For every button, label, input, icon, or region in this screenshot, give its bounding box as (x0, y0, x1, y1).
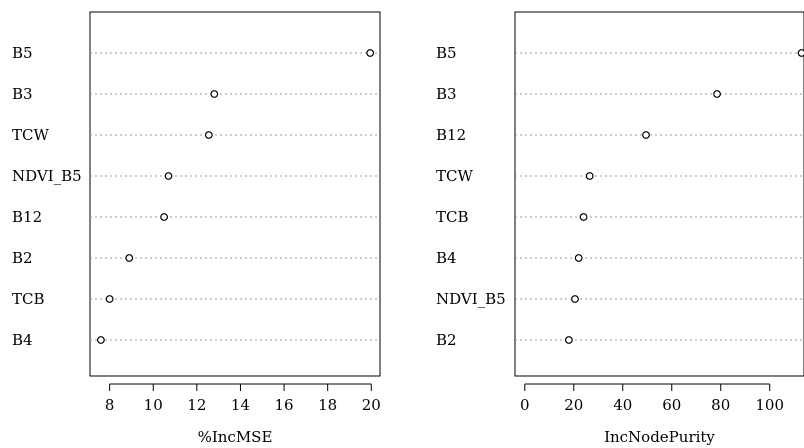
x-axis-title: %IncMSE (198, 428, 273, 446)
importance-point (366, 49, 375, 57)
importance-point (571, 295, 579, 303)
x-tick-label: 80 (711, 396, 730, 414)
importance-point (210, 90, 219, 98)
variable-label: B4 (436, 249, 457, 267)
x-tick-label: 18 (318, 396, 337, 414)
variable-label: B12 (12, 208, 42, 226)
variable-label: TCB (12, 290, 45, 308)
variable-label: NDVI_B5 (12, 167, 82, 185)
x-axis-title: IncNodePurity (604, 428, 715, 446)
x-tick-label: 40 (613, 396, 632, 414)
x-tick-label: 14 (231, 396, 250, 414)
importance-point (164, 172, 173, 180)
importance-point (97, 336, 105, 344)
importance-point (204, 131, 213, 139)
x-tick-label: 12 (187, 396, 206, 414)
panel-incnodepurity: B5 B3 B12 TCW TCB B4 NDVI_B5 B2 0 20 40 60 80 100 IncN… (436, 11, 804, 446)
importance-point (160, 213, 169, 221)
variable-label: B3 (12, 85, 33, 103)
x-tick-label: 60 (662, 396, 681, 414)
variable-label: B5 (12, 44, 33, 62)
x-tick-label: 20 (362, 396, 381, 414)
x-tick-label: 8 (105, 396, 115, 414)
importance-point (642, 131, 650, 139)
importance-point (579, 213, 588, 221)
x-tick-label: 0 (520, 396, 530, 414)
plot-frame (89, 11, 381, 377)
importance-point (713, 90, 721, 98)
variable-label: NDVI_B5 (436, 290, 506, 308)
x-tick-label: 20 (564, 396, 583, 414)
variable-label: B4 (12, 331, 33, 349)
importance-point (125, 254, 134, 262)
plot-frame (514, 11, 804, 377)
variable-label: B2 (436, 331, 457, 349)
x-tick-label: 10 (144, 396, 163, 414)
x-tick-label: 100 (755, 396, 784, 414)
panel-incmse: B5 B3 TCW NDVI_B5 B12 B2 TCB B4 8 10 12 14 16 18 20 %In… (12, 11, 381, 446)
importance-point (585, 172, 594, 180)
importance-point (105, 295, 114, 303)
variable-label: TCW (12, 126, 49, 144)
variable-label: B5 (436, 44, 457, 62)
importance-point (797, 49, 804, 57)
variable-label: B2 (12, 249, 33, 267)
variable-label: B12 (436, 126, 466, 144)
variable-label: TCB (436, 208, 469, 226)
variable-label: B3 (436, 85, 457, 103)
variable-label: TCW (436, 167, 473, 185)
x-tick-label: 16 (275, 396, 294, 414)
importance-point (574, 254, 583, 262)
importance-point (564, 336, 573, 344)
